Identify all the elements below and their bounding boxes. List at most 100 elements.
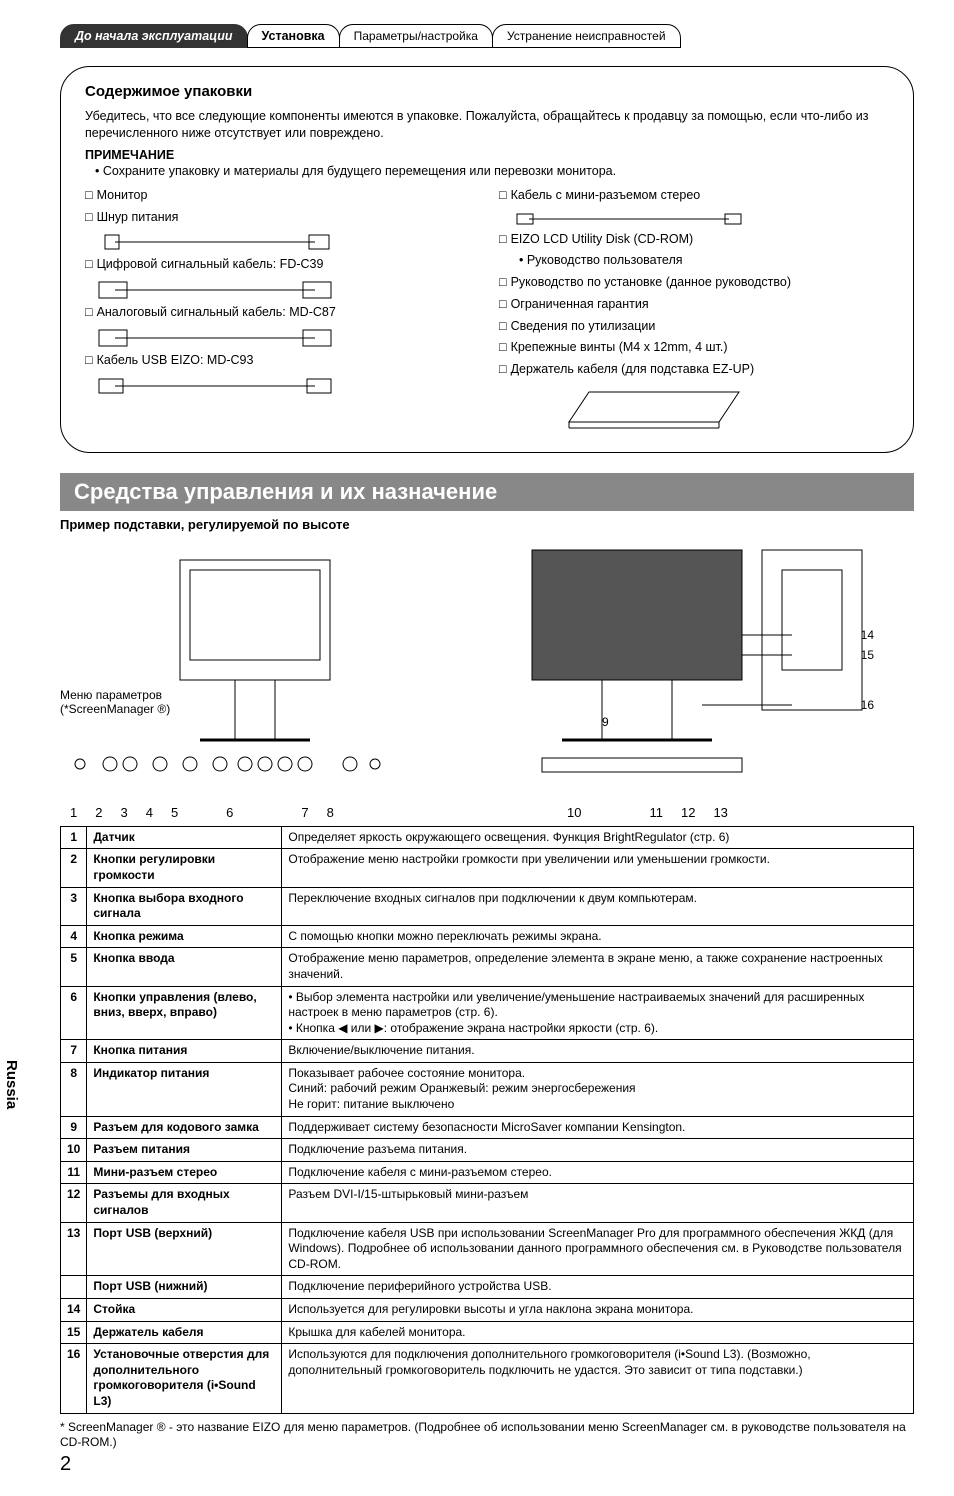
row-number <box>61 1276 87 1299</box>
row-name: Датчик <box>87 826 282 849</box>
package-right-column: □Кабель с мини-разъемом стерео □EIZO LCD… <box>499 186 889 432</box>
row-name: Разъем для кодового замка <box>87 1116 282 1139</box>
row-name: Разъем питания <box>87 1139 282 1162</box>
package-contents-box: Содержимое упаковки Убедитесь, что все с… <box>60 66 914 453</box>
pack-item: Монитор <box>97 188 148 202</box>
callout-num: 13 <box>713 805 727 820</box>
row-number: 3 <box>61 887 87 925</box>
callout-num: 4 <box>146 805 153 820</box>
callout-num: 16 <box>861 698 874 712</box>
row-desc: Подключение кабеля с мини-разъемом стере… <box>282 1161 914 1184</box>
table-row: 8Индикатор питанияПоказывает рабочее сос… <box>61 1062 914 1116</box>
row-number: 16 <box>61 1344 87 1413</box>
analog-cable-illustration <box>85 325 345 351</box>
table-row: 3Кнопка выбора входного сигналаПереключе… <box>61 887 914 925</box>
menu-caption-line2: (*ScreenManager ®) <box>60 702 170 716</box>
table-row: 13Порт USB (верхний)Подключение кабеля U… <box>61 1222 914 1276</box>
section-title-bar: Средства управления и их назначение <box>60 473 914 511</box>
callout-num: 15 <box>861 648 874 662</box>
row-name: Порт USB (верхний) <box>87 1222 282 1276</box>
row-desc: Показывает рабочее состояние монитора. С… <box>282 1062 914 1116</box>
digital-cable-illustration <box>85 277 345 303</box>
diagram-front-view: Меню параметров (*ScreenManager ®) 1 2 3… <box>60 540 472 820</box>
row-desc: Включение/выключение питания. <box>282 1040 914 1063</box>
pack-item: Кабель с мини-разъемом стерео <box>511 188 701 202</box>
callout-num: 2 <box>95 805 102 820</box>
row-name: Кнопки управления (влево, вниз, вверх, в… <box>87 986 282 1040</box>
table-row: 11Мини-разъем стереоПодключение кабеля с… <box>61 1161 914 1184</box>
tab-before-use[interactable]: До начала эксплуатации <box>60 24 248 48</box>
table-row: 15Держатель кабеляКрышка для кабелей мон… <box>61 1321 914 1344</box>
callout-num: 14 <box>861 628 874 642</box>
row-name: Стойка <box>87 1299 282 1322</box>
row-number: 9 <box>61 1116 87 1139</box>
callout-num: 3 <box>120 805 127 820</box>
tab-troubleshooting[interactable]: Устранение неисправностей <box>492 24 681 48</box>
callout-num: 7 <box>301 805 308 820</box>
row-name: Разъемы для входных сигналов <box>87 1184 282 1222</box>
row-desc: Переключение входных сигналов при подклю… <box>282 887 914 925</box>
callout-num: 10 <box>567 805 581 820</box>
row-desc: Поддерживает систему безопасности MicroS… <box>282 1116 914 1139</box>
callout-num: 12 <box>681 805 695 820</box>
tab-settings[interactable]: Параметры/настройка <box>339 24 493 48</box>
table-row: 12Разъемы для входных сигналовРазъем DVI… <box>61 1184 914 1222</box>
cable-holder-illustration <box>559 382 759 432</box>
table-row: 6Кнопки управления (влево, вниз, вверх, … <box>61 986 914 1040</box>
table-row: 7Кнопка питанияВключение/выключение пита… <box>61 1040 914 1063</box>
row-desc: Подключение периферийного устройства USB… <box>282 1276 914 1299</box>
row-desc: Используются для подключения дополнитель… <box>282 1344 914 1413</box>
footnote: * ScreenManager ® - это название EIZO дл… <box>60 1420 914 1451</box>
row-desc: Подключение разъема питания. <box>282 1139 914 1162</box>
row-name: Кнопка питания <box>87 1040 282 1063</box>
pack-item: Цифровой сигнальный кабель: FD-C39 <box>97 257 324 271</box>
package-left-column: □Монитор □Шнур питания □Цифровой сигналь… <box>85 186 475 432</box>
usb-cable-illustration <box>85 373 345 399</box>
pack-item: Шнур питания <box>97 210 179 224</box>
stereo-cable-illustration <box>499 208 759 230</box>
diagram-rear-view: 14 15 16 9 10 11 12 13 <box>502 540 914 820</box>
row-number: 15 <box>61 1321 87 1344</box>
row-number: 13 <box>61 1222 87 1276</box>
table-row: 16Установочные отверстия для дополнитель… <box>61 1344 914 1413</box>
row-name: Кнопка ввода <box>87 948 282 986</box>
row-desc: С помощью кнопки можно переключать режим… <box>282 925 914 948</box>
note-label: ПРИМЕЧАНИЕ <box>85 148 889 162</box>
pack-item: EIZO LCD Utility Disk (CD-ROM) <box>511 232 694 246</box>
callout-num: 5 <box>171 805 178 820</box>
callout-num: 11 <box>649 805 663 820</box>
row-name: Кнопка режима <box>87 925 282 948</box>
box-intro: Убедитесь, что все следующие компоненты … <box>85 108 889 142</box>
tab-row: До начала эксплуатации Установка Парамет… <box>60 24 914 48</box>
power-cord-illustration <box>85 229 345 255</box>
row-name: Держатель кабеля <box>87 1321 282 1344</box>
row-number: 8 <box>61 1062 87 1116</box>
table-row: 1ДатчикОпределяет яркость окружающего ос… <box>61 826 914 849</box>
row-number: 7 <box>61 1040 87 1063</box>
tab-setup[interactable]: Установка <box>247 24 340 48</box>
row-name: Порт USB (нижний) <box>87 1276 282 1299</box>
table-row: 10Разъем питанияПодключение разъема пита… <box>61 1139 914 1162</box>
pack-item: Руководство по установке (данное руковод… <box>511 275 791 289</box>
pack-item: Крепежные винты (M4 x 12mm, 4 шт.) <box>511 340 728 354</box>
row-desc: Разъем DVI-I/15-штырьковый мини-разъем <box>282 1184 914 1222</box>
pack-sub-item: • Руководство пользователя <box>519 253 683 267</box>
pack-item: Держатель кабеля (для подставка EZ-UP) <box>511 362 755 376</box>
pack-item: Кабель USB EIZO: MD-C93 <box>97 353 254 367</box>
row-number: 14 <box>61 1299 87 1322</box>
row-number: 11 <box>61 1161 87 1184</box>
box-title: Содержимое упаковки <box>85 83 889 100</box>
page-number: 2 <box>60 1453 914 1476</box>
pack-item: Аналоговый сигнальный кабель: MD-C87 <box>97 305 336 319</box>
row-desc: Отображение меню параметров, определение… <box>282 948 914 986</box>
row-number: 2 <box>61 849 87 887</box>
row-name: Мини-разъем стерео <box>87 1161 282 1184</box>
example-heading: Пример подставки, регулируемой по высоте <box>60 517 914 532</box>
side-language-label: Russia <box>3 1060 20 1109</box>
callout-num: 8 <box>327 805 334 820</box>
row-desc: Используется для регулировки высоты и уг… <box>282 1299 914 1322</box>
callout-num: 6 <box>226 805 233 820</box>
row-name: Кнопка выбора входного сигнала <box>87 887 282 925</box>
row-number: 10 <box>61 1139 87 1162</box>
diagram-area: Меню параметров (*ScreenManager ®) 1 2 3… <box>60 540 914 820</box>
